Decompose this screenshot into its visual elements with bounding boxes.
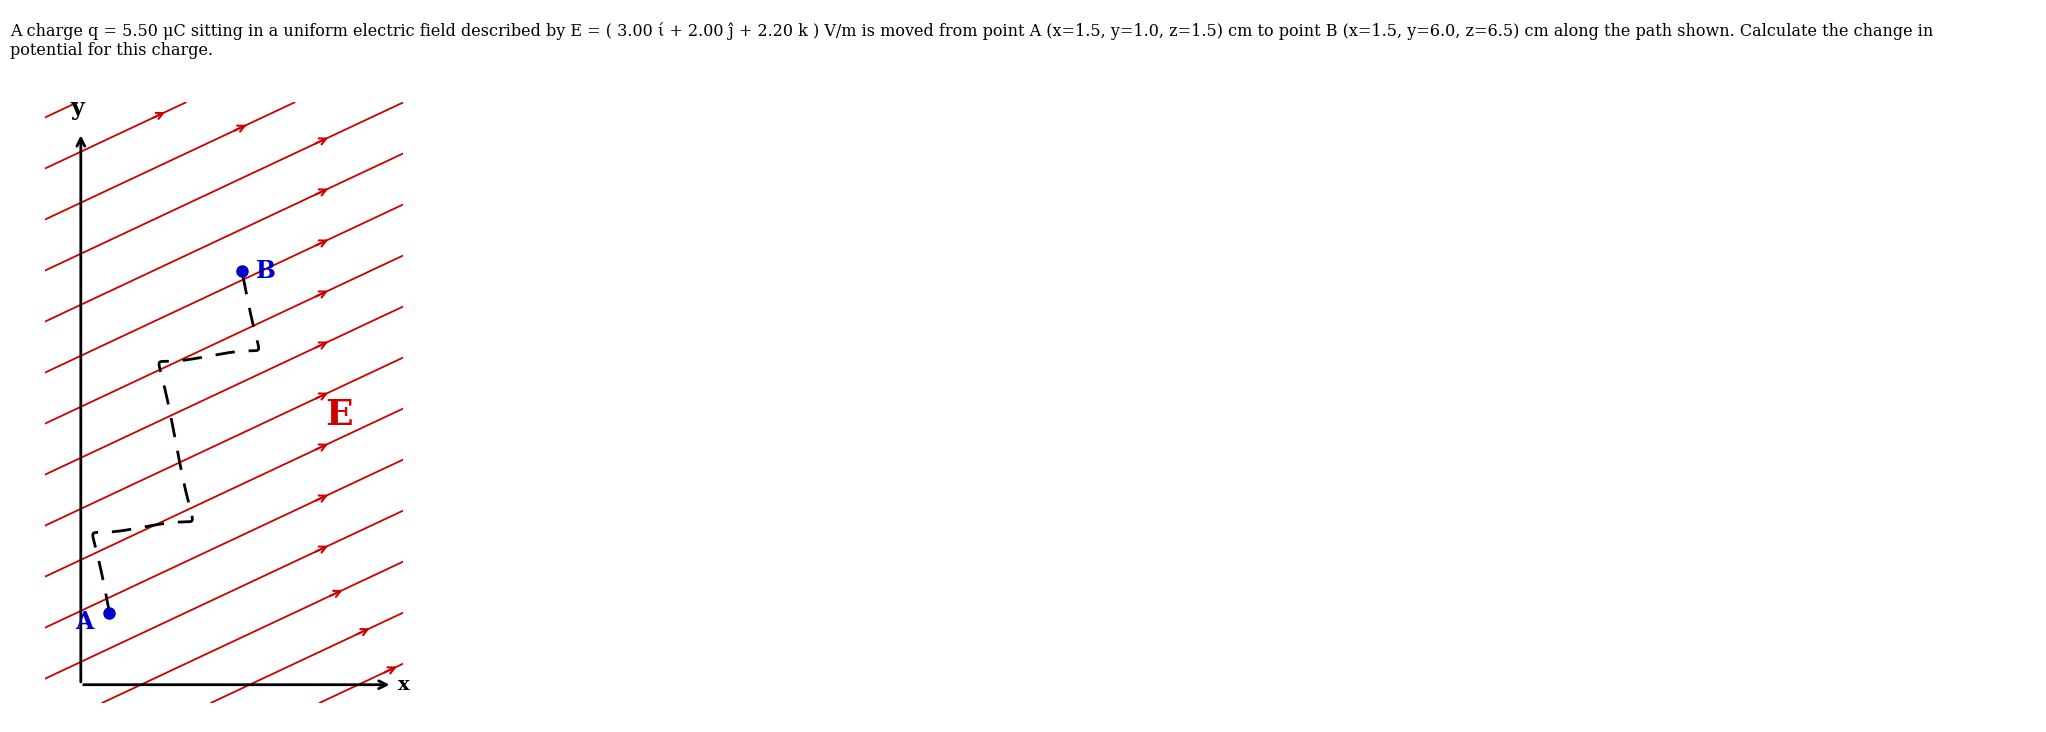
Text: y: y xyxy=(70,97,84,121)
Text: E: E xyxy=(325,397,352,432)
Text: A charge q = 5.50 μC sitting in a uniform electric field described by E = ( 3.00: A charge q = 5.50 μC sitting in a unifor… xyxy=(10,22,1933,59)
Text: x: x xyxy=(397,676,409,694)
Text: B: B xyxy=(256,258,276,283)
Text: A: A xyxy=(76,610,94,634)
